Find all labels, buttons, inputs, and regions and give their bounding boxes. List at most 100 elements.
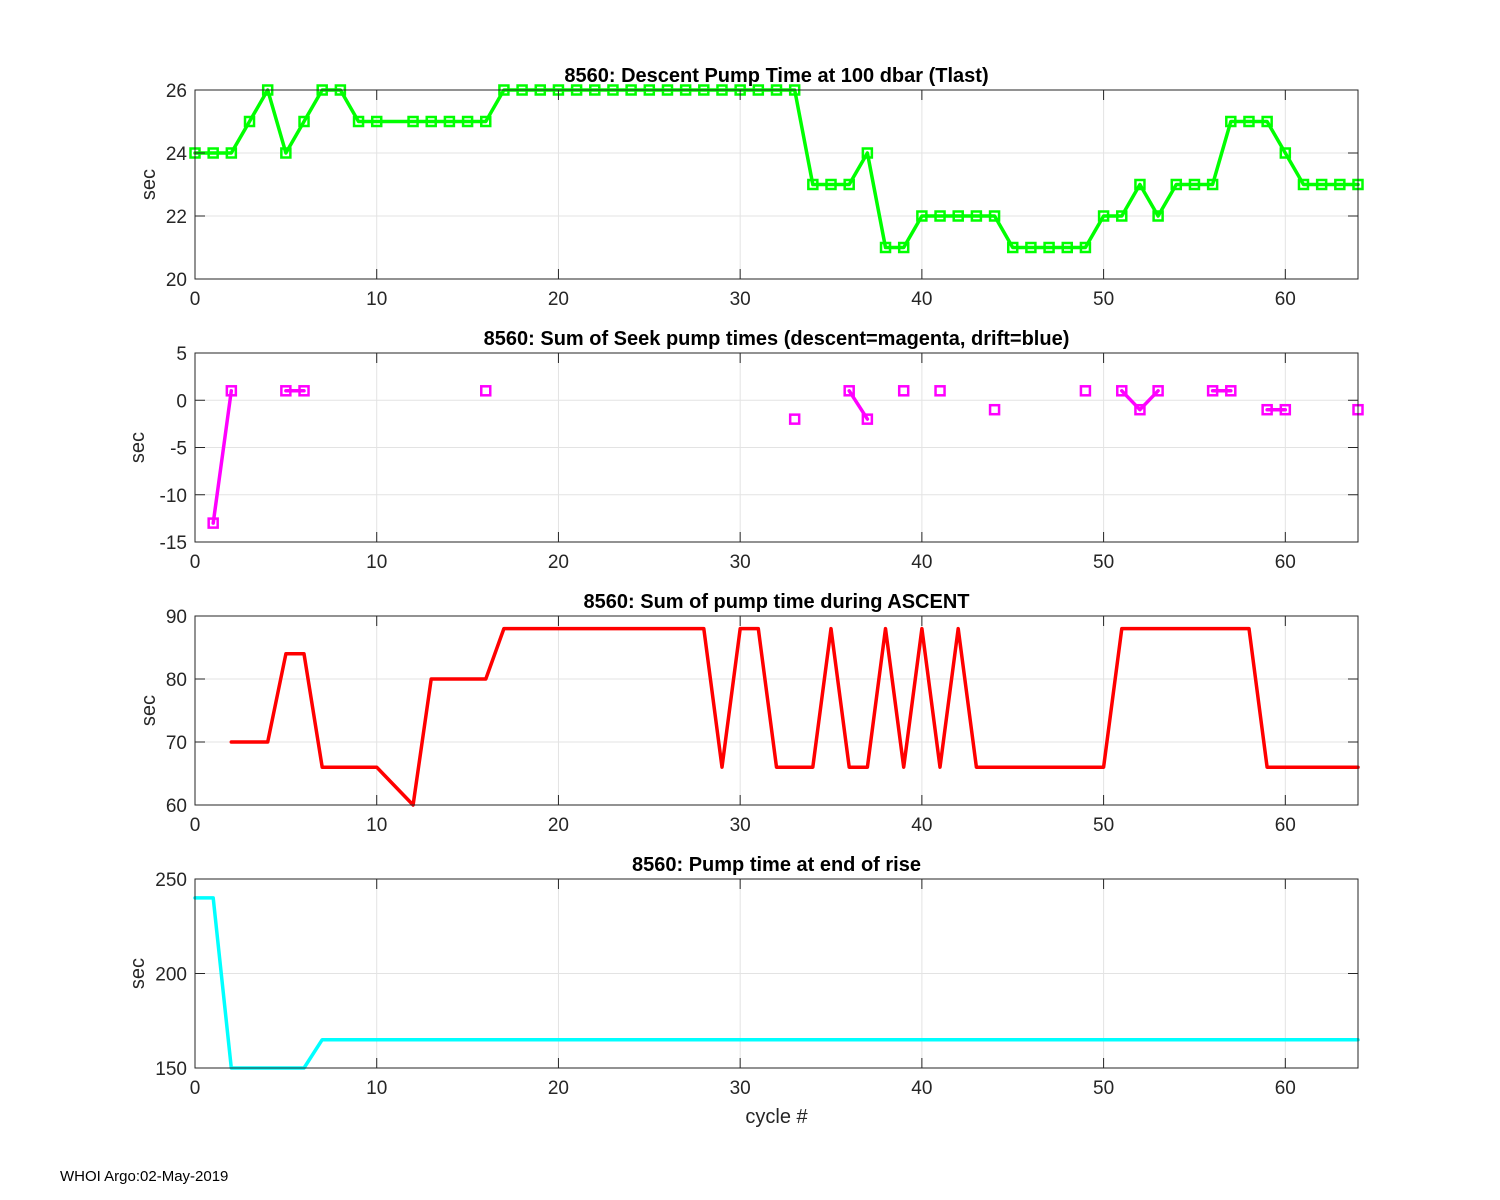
- chart-panel-3: 0 10 20 30 40 50 60 60 70 80 90 8560: Sum of pump t…: [138, 591, 1360, 836]
- x-tick-label: 50: [1093, 289, 1114, 310]
- data-point: [1152, 210, 1164, 222]
- data-point: [788, 413, 801, 425]
- x-tick-label: 50: [1093, 815, 1114, 836]
- x-tick-label: 10: [366, 815, 387, 836]
- data-point: [280, 147, 292, 159]
- data-point: [1279, 147, 1292, 159]
- data-point: [825, 178, 837, 191]
- y-axis-label: sec: [138, 169, 160, 200]
- data-point: [1170, 178, 1183, 191]
- x-tick-label: 20: [548, 552, 569, 573]
- data-point: [879, 241, 892, 254]
- data-point: [1134, 178, 1146, 191]
- x-tick-label: 20: [548, 815, 569, 836]
- chart-title: 8560: Pump time at end of rise: [632, 854, 921, 876]
- x-tick-label: 10: [366, 289, 387, 310]
- data-point: [1116, 210, 1128, 222]
- data-point: [1206, 178, 1219, 191]
- y-tick-label: -5: [170, 439, 187, 460]
- y-axis-label: sec: [127, 432, 149, 463]
- x-tick-label: 0: [190, 815, 201, 836]
- footer-text: WHOI Argo:02-May-2019: [60, 1168, 229, 1185]
- data-point: [1043, 241, 1055, 254]
- data-point: [480, 115, 492, 128]
- data-point: [1061, 241, 1073, 254]
- data-point: [207, 517, 219, 529]
- data-point: [1261, 115, 1273, 128]
- y-tick-label: -15: [160, 533, 187, 554]
- data-point: [807, 178, 819, 191]
- y-tick-label: 200: [155, 965, 187, 986]
- chart-title: 8560: Descent Pump Time at 100 dbar (Tla…: [564, 65, 988, 87]
- data-point: [480, 385, 492, 397]
- x-tick-label: 20: [548, 289, 569, 310]
- axes-box: [194, 615, 1359, 806]
- data-point: [298, 385, 310, 397]
- data-point: [407, 115, 419, 128]
- x-tick-label: 30: [730, 289, 751, 310]
- data-point: [861, 147, 874, 159]
- data-point: [988, 403, 1001, 416]
- data-point: [897, 241, 910, 254]
- x-tick-label: 50: [1093, 552, 1114, 573]
- series-line: [211, 389, 234, 525]
- chart-panel-2: 0 10 20 30 40 50 60 -15 -10 -5 0 5 8560: Sum of Seek…: [127, 328, 1364, 573]
- data-point: [843, 178, 855, 191]
- x-tick-label: 40: [911, 552, 932, 573]
- data-point: [1225, 115, 1237, 128]
- data-point: [1225, 385, 1237, 397]
- data-point: [370, 115, 383, 128]
- data-point: [1315, 178, 1328, 191]
- data-point: [916, 210, 928, 222]
- data-point: [1097, 210, 1110, 222]
- x-tick-label: 30: [730, 815, 751, 836]
- data-point: [843, 385, 855, 397]
- data-point: [1079, 241, 1092, 254]
- data-point: [1261, 403, 1273, 416]
- x-tick-label: 30: [730, 1078, 751, 1099]
- series-1: [207, 385, 1364, 529]
- y-tick-label: 150: [155, 1059, 187, 1080]
- x-tick-label: 0: [190, 552, 201, 573]
- x-tick-label: 40: [911, 289, 932, 310]
- y-axis-label: sec: [127, 958, 149, 989]
- data-point: [988, 210, 1001, 222]
- axes-box: [194, 89, 1359, 280]
- chart-title: 8560: Sum of pump time during ASCENT: [584, 591, 970, 613]
- data-point: [1152, 385, 1164, 397]
- y-axis-label: sec: [138, 695, 160, 726]
- x-tick-label: 10: [366, 552, 387, 573]
- data-point: [225, 385, 238, 397]
- x-tick-label: 10: [366, 1078, 387, 1099]
- data-point: [1025, 241, 1037, 254]
- data-point: [1006, 241, 1019, 254]
- chart-panel-1: 0 10 20 30 40 50 60 20 22 24 26 8560: Descent Pump …: [138, 65, 1364, 310]
- series-1: [229, 626, 1360, 807]
- x-tick-label: 40: [911, 815, 932, 836]
- data-point: [1116, 385, 1128, 397]
- y-tick-label: -10: [160, 486, 187, 507]
- data-point: [1188, 178, 1201, 191]
- chart-panel-4: 0 10 20 30 40 50 60 150 200 250 8560: Pump time at…: [127, 854, 1360, 1128]
- y-tick-label: 24: [166, 144, 188, 165]
- data-point: [861, 413, 874, 425]
- data-point: [298, 115, 310, 128]
- data-point: [207, 147, 219, 159]
- x-tick-label: 20: [548, 1078, 569, 1099]
- y-tick-label: 20: [166, 270, 187, 291]
- data-point: [952, 210, 964, 222]
- y-tick-label: 250: [155, 870, 187, 891]
- x-tick-label: 60: [1275, 289, 1296, 310]
- y-tick-label: 0: [176, 391, 187, 412]
- data-point: [1206, 385, 1219, 397]
- data-point: [425, 115, 437, 128]
- data-point: [1243, 115, 1255, 128]
- data-point: [225, 147, 238, 159]
- data-point: [461, 115, 474, 128]
- y-tick-label: 26: [166, 81, 187, 102]
- y-tick-label: 80: [166, 670, 187, 691]
- y-tick-label: 90: [166, 607, 187, 628]
- data-point: [352, 115, 365, 128]
- data-point: [1334, 178, 1346, 191]
